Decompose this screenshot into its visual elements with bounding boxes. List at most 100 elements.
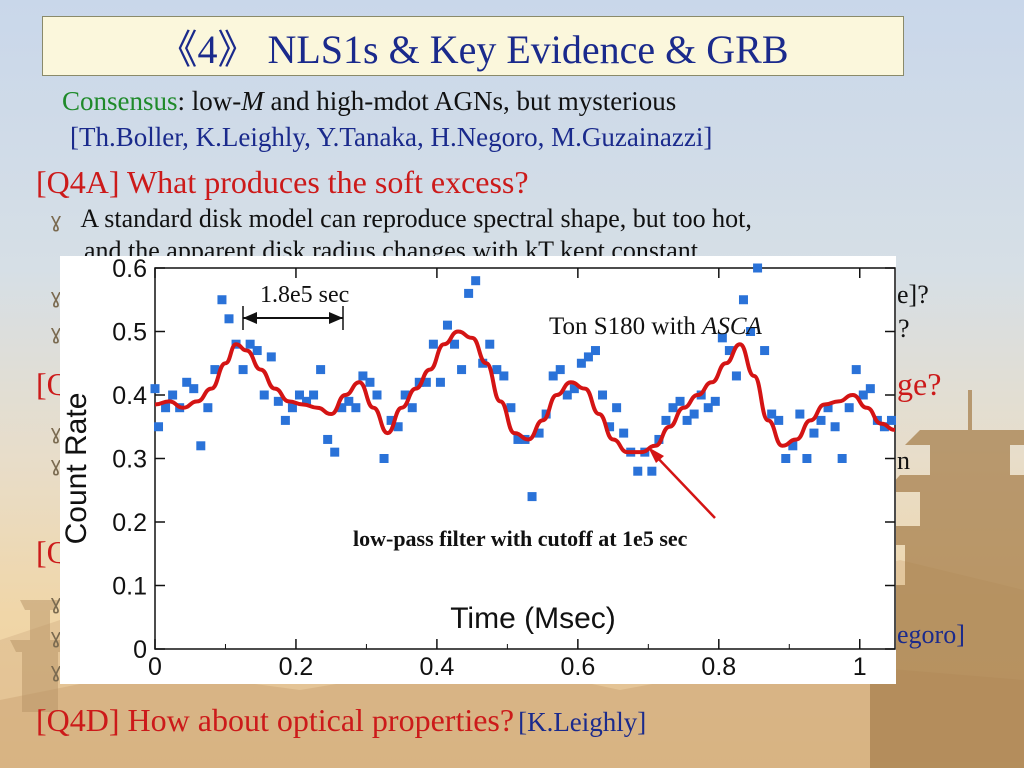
y-tick-label: 0.5 (112, 319, 147, 347)
mountain-silhouette-near (0, 660, 1024, 768)
data-point (823, 403, 833, 413)
data-point (717, 333, 727, 343)
data-point (710, 396, 720, 406)
data-point (421, 377, 431, 387)
data-point (280, 415, 290, 425)
filter-arrow-line (653, 453, 716, 519)
data-point (344, 396, 354, 406)
data-point (633, 466, 643, 476)
data-point (682, 415, 692, 425)
data-point (830, 422, 840, 432)
data-point (788, 441, 798, 451)
data-point (323, 434, 333, 444)
bullet-icon: ɣ (50, 208, 62, 232)
bullet-icon: ɣ (50, 624, 62, 648)
question-q4d: [Q4D] How about optical properties? (36, 702, 515, 738)
bullet-icon: ɣ (50, 420, 62, 444)
data-point (654, 434, 664, 444)
data-point (457, 365, 467, 375)
filter-arrow-head (648, 447, 664, 463)
data-point (428, 339, 438, 349)
x-tick-label: 0.6 (560, 653, 595, 681)
data-point (760, 346, 770, 356)
data-point (168, 390, 178, 400)
data-point (562, 390, 572, 400)
data-point (386, 415, 396, 425)
data-point (196, 441, 206, 451)
data-point (217, 295, 227, 305)
x-tick-label: 0 (148, 653, 162, 681)
data-point (879, 422, 889, 432)
data-point (612, 403, 622, 413)
reference-list: [Th.Boller, K.Leighly, Y.Tanaka, H.Negor… (70, 122, 713, 152)
question-q4d-line: [Q4D] How about optical properties? [K.L… (36, 702, 646, 739)
data-point (865, 384, 875, 394)
occluded-question-q4b-end: ge? (897, 366, 942, 402)
y-tick-label: 0.2 (112, 509, 147, 537)
data-point (844, 403, 854, 413)
consensus-mass-symbol: M (241, 86, 264, 116)
data-point (351, 403, 361, 413)
data-point (647, 466, 657, 476)
data-point (837, 454, 847, 463)
data-point (703, 403, 713, 413)
data-point (590, 346, 600, 356)
data-point (619, 428, 629, 438)
data-point (598, 390, 608, 400)
data-point (330, 447, 340, 457)
data-point (337, 403, 347, 413)
consensus-text-2: and high-mdot AGNs, but mysterious (263, 86, 677, 116)
data-point (161, 403, 171, 413)
data-point (886, 415, 896, 425)
data-point (485, 339, 495, 349)
data-point (266, 352, 276, 362)
consensus-line: Consensus: low-M and high-mdot AGNs, but… (62, 86, 676, 117)
x-tick-label: 1 (853, 653, 867, 681)
data-point (259, 390, 269, 400)
data-point (661, 415, 671, 425)
consensus-colon: : (177, 86, 186, 116)
data-point (400, 390, 410, 400)
data-point (555, 365, 565, 375)
data-point (414, 377, 424, 387)
consensus-label: Consensus (62, 86, 178, 116)
data-point (273, 396, 283, 406)
data-point (203, 403, 213, 413)
data-point (527, 492, 537, 502)
data-point (287, 403, 297, 413)
slide-title-box: 《4》 NLS1s & Key Evidence & GRB (42, 16, 904, 76)
lightcurve-chart: 0 0.1 0.2 0.3 0.4 0.5 0.6 0 0.2 0.4 0.6 0.8 1 Time (M… (60, 256, 896, 681)
data-point (668, 403, 678, 413)
y-tick-label: 0.4 (112, 382, 147, 410)
data-point (492, 365, 502, 375)
pagoda-silhouette-left (10, 600, 70, 712)
occluded-text-fragment: e]? (897, 280, 929, 309)
data-point (746, 327, 756, 336)
timescale-label: 1.8e5 sec (260, 282, 349, 308)
bullet-icon: ɣ (50, 284, 62, 308)
data-point (724, 346, 734, 356)
data-point (238, 365, 248, 375)
data-point (576, 358, 586, 368)
data-point (569, 384, 579, 394)
data-point (365, 377, 375, 387)
data-point (407, 403, 417, 413)
q4a-bullet-1-text: A standard disk model can reproduce spec… (80, 204, 752, 233)
data-point (393, 422, 403, 432)
source-label-mission: ASCA (700, 313, 762, 340)
timescale-arrow-head-right (329, 312, 343, 324)
data-point (809, 428, 819, 438)
x-tick-label: 0.2 (279, 653, 314, 681)
data-point (605, 422, 615, 432)
source-label-object: Ton S180 with (549, 313, 702, 340)
data-point (583, 352, 593, 362)
y-tick-label: 0.1 (112, 573, 147, 601)
data-point (548, 371, 558, 381)
source-label: Ton S180 with ASCA (549, 313, 763, 340)
lightcurve-plot-panel: 0 0.1 0.2 0.3 0.4 0.5 0.6 0 0.2 0.4 0.6 0.8 1 Time (M… (60, 256, 896, 684)
data-point (738, 295, 748, 305)
pagoda-silhouette (825, 390, 1024, 768)
occluded-text-fragment: ? (898, 314, 910, 343)
y-axis-label: Count Rate (60, 393, 93, 545)
data-point (245, 339, 255, 349)
